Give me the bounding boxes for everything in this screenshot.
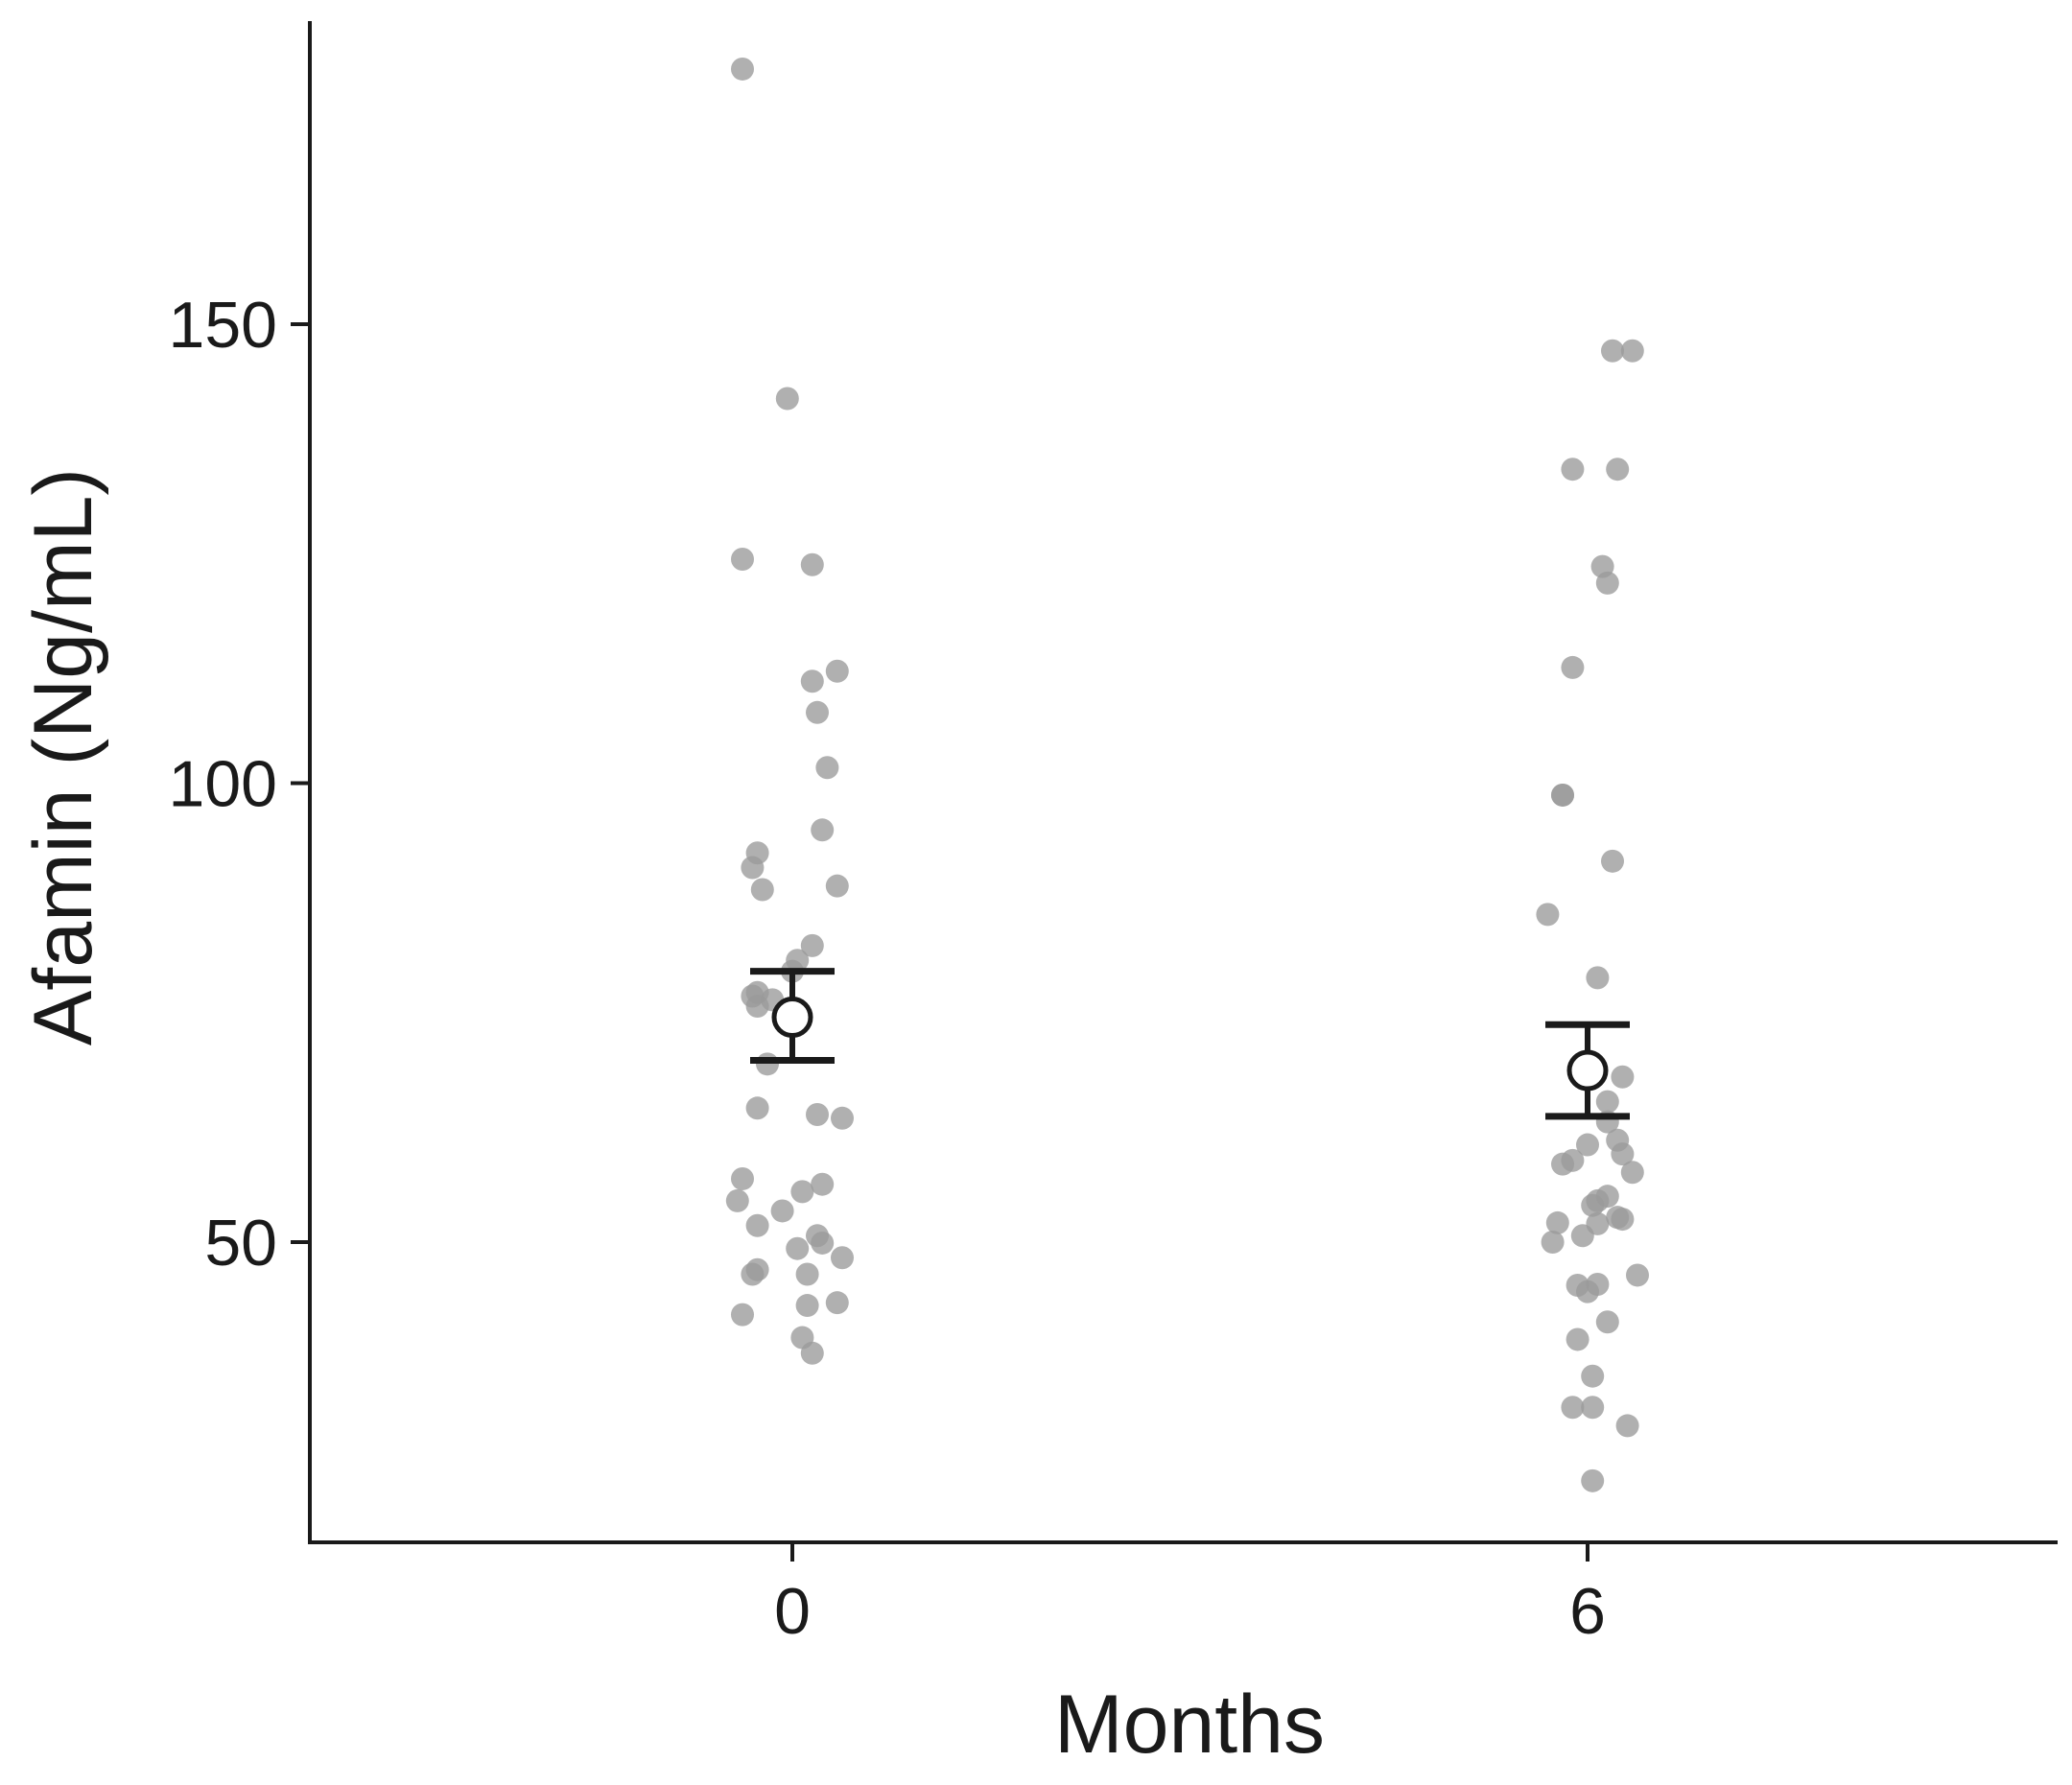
data-point — [756, 1052, 779, 1076]
data-point — [741, 1262, 765, 1286]
data-point — [1561, 655, 1585, 679]
data-point — [1551, 1152, 1574, 1176]
data-point — [1601, 339, 1624, 363]
y-tick-label: 50 — [204, 1207, 277, 1280]
data-point — [1581, 1364, 1605, 1388]
data-point — [1551, 783, 1574, 807]
data-point — [1606, 458, 1630, 481]
data-point — [1541, 1231, 1565, 1254]
data-point — [1561, 458, 1585, 481]
data-point — [1611, 1065, 1635, 1089]
data-point — [811, 1231, 835, 1255]
data-point — [1586, 966, 1610, 990]
data-point — [800, 933, 824, 957]
data-point — [790, 1180, 814, 1204]
data-point — [825, 659, 849, 683]
data-point — [786, 1236, 810, 1260]
data-point — [731, 547, 754, 571]
data-point — [1595, 571, 1619, 595]
x-tick-label: 6 — [1569, 1575, 1606, 1648]
data-point — [731, 57, 754, 81]
data-point — [795, 1294, 819, 1318]
data-point — [806, 1102, 829, 1126]
data-point — [1536, 903, 1560, 927]
data-point — [1601, 849, 1624, 873]
data-point — [1561, 1396, 1585, 1420]
data-point — [815, 756, 839, 780]
data-point — [775, 387, 799, 411]
data-point — [1576, 1133, 1599, 1157]
data-point — [1595, 1090, 1619, 1114]
mean-marker — [771, 997, 813, 1039]
mean-markers — [750, 968, 1630, 1120]
data-point — [831, 1246, 854, 1270]
data-point — [1576, 1280, 1599, 1304]
data-point — [1615, 1414, 1639, 1438]
data-point — [800, 669, 824, 693]
data-point — [1566, 1327, 1589, 1351]
y-axis-title: Afamin (Ng/mL) — [17, 468, 109, 1045]
data-point — [1620, 339, 1644, 363]
data-point — [745, 1213, 769, 1237]
x-axis-title: Months — [1054, 1679, 1325, 1771]
mean-marker — [1566, 1049, 1609, 1092]
data-point — [1626, 1263, 1649, 1287]
data-point — [1545, 1210, 1569, 1234]
data-point — [741, 856, 765, 880]
data-point — [1611, 1208, 1635, 1232]
y-ticks: 50 100 150 — [169, 289, 310, 1280]
data-point — [1570, 1224, 1594, 1248]
data-points — [725, 57, 1649, 1492]
data-point — [795, 1262, 819, 1286]
data-point — [825, 874, 849, 898]
data-point — [1581, 1193, 1605, 1217]
x-tick-label: 0 — [774, 1575, 811, 1648]
data-point — [770, 1199, 794, 1223]
data-point — [750, 878, 774, 902]
data-point — [800, 552, 824, 576]
data-point — [1611, 1142, 1635, 1166]
data-point — [800, 1341, 824, 1365]
data-point — [745, 1096, 769, 1120]
data-point — [1581, 1396, 1605, 1420]
data-point — [806, 700, 829, 724]
data-point — [731, 1303, 754, 1327]
data-point — [811, 818, 835, 842]
data-point — [1581, 1468, 1605, 1492]
data-point — [1620, 1161, 1644, 1185]
data-point — [831, 1106, 854, 1130]
data-point — [731, 1166, 754, 1190]
data-point — [725, 1188, 749, 1212]
data-point — [1595, 1310, 1619, 1334]
data-point — [811, 1172, 835, 1196]
y-tick-label: 100 — [169, 748, 277, 821]
data-point — [825, 1291, 849, 1315]
y-tick-label: 150 — [169, 289, 277, 362]
